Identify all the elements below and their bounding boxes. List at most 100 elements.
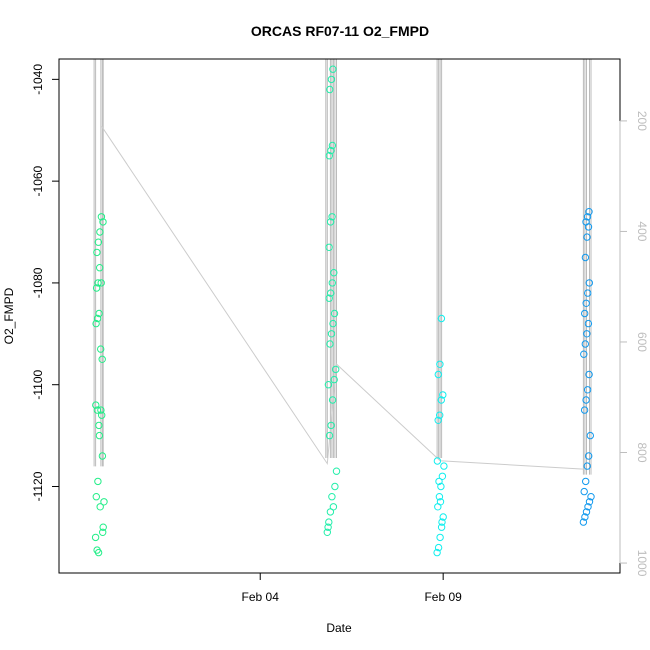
y-tick-label: -1040	[31, 64, 45, 95]
data-point	[582, 396, 590, 404]
data-point	[328, 141, 337, 150]
data-point	[582, 218, 590, 226]
data-point	[581, 309, 589, 318]
data-point	[325, 431, 334, 440]
data-point	[439, 391, 447, 399]
data-point	[586, 431, 594, 440]
right-tick-label: 400	[635, 221, 649, 241]
data-point	[98, 411, 106, 419]
data-point	[328, 493, 336, 501]
y-axis-right: 200 400 600 800 1000	[619, 111, 649, 577]
data-point	[96, 264, 104, 272]
data-point	[91, 533, 100, 542]
data-point	[585, 279, 593, 287]
data-point	[439, 513, 447, 521]
data-point	[325, 152, 333, 160]
data-point	[437, 396, 445, 404]
data-point	[581, 340, 589, 348]
y-tick-label: -1100	[31, 369, 45, 399]
data-point	[582, 508, 591, 516]
data-point	[582, 299, 590, 307]
data-point	[436, 498, 445, 506]
data-point	[97, 345, 105, 353]
data-point	[323, 528, 331, 536]
data-point	[438, 518, 446, 526]
y-axis-left: -1040 -1060 -1080 -1100 -1120	[31, 64, 60, 501]
data-point	[92, 493, 101, 501]
chart-title: ORCAS RF07-11 O2_FMPD	[251, 23, 429, 39]
data-point	[94, 548, 103, 557]
y-tick-label: -1080	[31, 267, 45, 298]
data-point	[92, 401, 100, 409]
data-point	[581, 253, 590, 262]
data-point	[434, 370, 442, 379]
data-point	[434, 416, 442, 424]
right-tick-label: 1000	[635, 550, 649, 577]
data-point	[327, 289, 335, 297]
data-point	[326, 340, 334, 348]
data-point	[100, 498, 108, 506]
data-point	[585, 370, 593, 379]
data-point	[332, 365, 340, 374]
data-point	[325, 518, 333, 526]
x-tick-label: Feb 04	[242, 590, 280, 604]
data-point	[585, 208, 593, 216]
data-point	[324, 381, 333, 389]
data-point	[98, 355, 106, 363]
data-point	[580, 487, 588, 496]
data-point	[328, 396, 337, 404]
data-point	[326, 218, 335, 226]
data-point	[327, 75, 336, 84]
data-point	[435, 477, 443, 486]
right-tick-label: 800	[635, 442, 649, 462]
right-tick-label: 200	[635, 111, 649, 131]
data-point	[330, 269, 338, 277]
data-point	[437, 523, 446, 531]
data-point	[332, 467, 341, 475]
data-point	[437, 482, 445, 491]
data-point	[94, 279, 102, 287]
data-point	[92, 284, 101, 292]
data-point	[581, 513, 589, 521]
data-point	[326, 85, 334, 94]
data-point	[584, 503, 592, 511]
data-point	[583, 462, 591, 470]
data-point	[92, 319, 100, 328]
x-tick-label: Feb 09	[424, 590, 462, 604]
overlay-line	[101, 126, 584, 470]
data-point	[580, 350, 588, 358]
data-point	[98, 452, 107, 460]
data-point	[587, 493, 595, 501]
data-point	[438, 472, 447, 480]
right-tick-label: 600	[635, 332, 649, 352]
data-point	[433, 457, 442, 465]
y-axis-label: O2_FMPD	[2, 287, 16, 344]
data-point	[434, 543, 443, 552]
data-point	[324, 523, 332, 531]
plot-content	[91, 59, 595, 557]
data-point	[440, 462, 448, 470]
data-point	[329, 319, 337, 328]
data-point	[437, 314, 446, 323]
data-point	[436, 360, 444, 368]
data-point	[96, 503, 104, 511]
data-point	[585, 498, 594, 506]
data-point	[583, 213, 592, 221]
data-point	[325, 243, 333, 252]
data-point	[584, 289, 592, 297]
data-point	[97, 213, 106, 221]
data-point	[95, 431, 104, 440]
data-point	[583, 386, 592, 394]
data-point	[94, 238, 103, 246]
data-point	[436, 411, 444, 419]
data-point	[328, 213, 336, 221]
data-point	[330, 375, 338, 384]
data-point	[94, 477, 102, 486]
data-point	[95, 309, 103, 318]
data-point	[584, 319, 593, 328]
data-point	[96, 228, 104, 236]
data-point	[93, 314, 102, 323]
data-point	[327, 146, 335, 155]
